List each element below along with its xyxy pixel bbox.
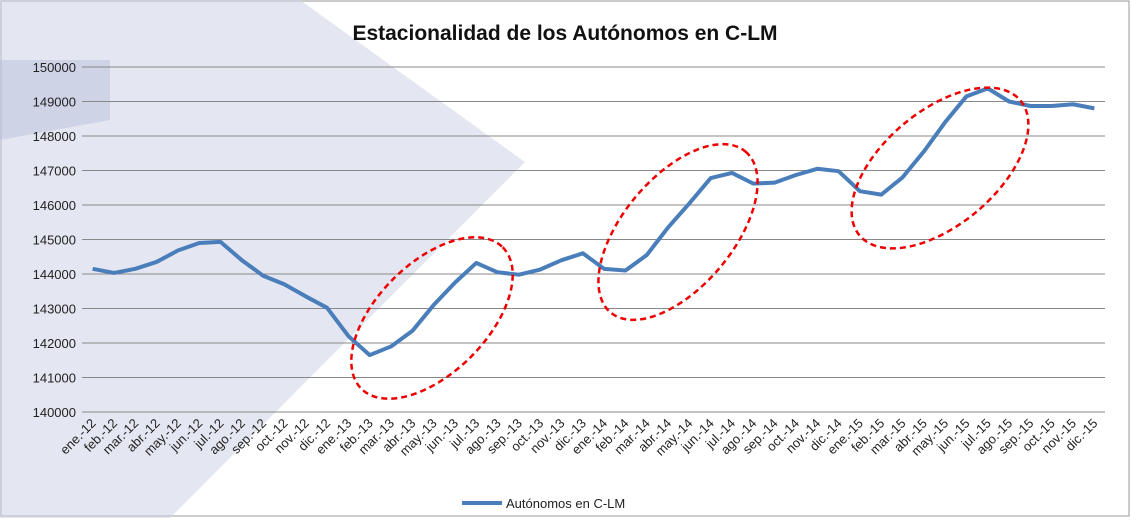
highlight-ellipse (850, 86, 1030, 250)
annotation-ellipses (350, 86, 1030, 400)
watermark (0, 60, 110, 140)
y-tick-label: 149000 (33, 95, 76, 110)
y-tick-label: 141000 (33, 371, 76, 386)
legend-label: Autónomos en C-LM (506, 496, 625, 511)
highlight-ellipse (597, 142, 759, 322)
chart-title: Estacionalidad de los Autónomos en C-LM (352, 22, 777, 45)
y-tick-label: 144000 (33, 267, 76, 282)
y-tick-label: 140000 (33, 405, 76, 420)
y-tick-label: 148000 (33, 129, 76, 144)
series-line (92, 86, 1095, 358)
y-tick-label: 146000 (33, 198, 76, 213)
y-tick-label: 150000 (33, 60, 76, 75)
watermark (0, 0, 525, 518)
y-tick-label: 147000 (33, 164, 76, 179)
y-tick-label: 145000 (33, 233, 76, 248)
y-tick-label: 143000 (33, 302, 76, 317)
y-tick-label: 142000 (33, 336, 76, 351)
highlight-ellipse (350, 236, 514, 400)
